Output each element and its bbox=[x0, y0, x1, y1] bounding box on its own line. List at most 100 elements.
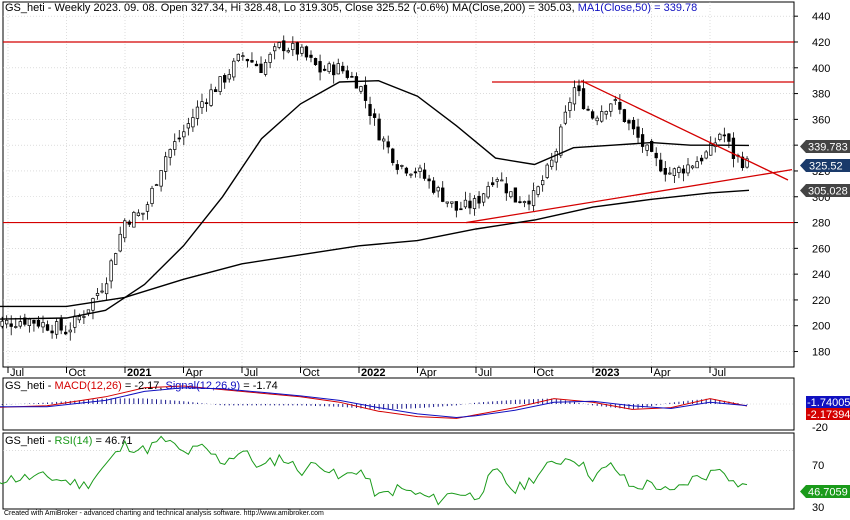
candle-body bbox=[704, 151, 708, 159]
macd-line bbox=[0, 385, 748, 419]
candle-body bbox=[313, 58, 318, 66]
time-tick-label: 2023 bbox=[595, 367, 619, 379]
signal-line bbox=[0, 387, 748, 419]
candle-body bbox=[527, 200, 531, 205]
candle-body bbox=[636, 126, 640, 138]
candle-body bbox=[332, 64, 336, 76]
candle-body bbox=[327, 63, 331, 72]
candle-body bbox=[109, 260, 113, 282]
candle-body bbox=[368, 104, 372, 117]
candle-body bbox=[568, 102, 572, 111]
candle-body bbox=[572, 87, 577, 105]
candle-body bbox=[227, 74, 231, 80]
candle-body bbox=[672, 168, 677, 176]
candle-body bbox=[400, 165, 404, 167]
candle-body bbox=[300, 46, 304, 54]
candle-body bbox=[709, 143, 713, 156]
candle-body bbox=[454, 201, 458, 211]
candle-body bbox=[145, 204, 150, 212]
close-tag-text: 325.52 bbox=[809, 161, 843, 173]
candle-body bbox=[182, 131, 186, 138]
candle-body bbox=[250, 60, 254, 63]
rsi-y-tick-70: 70 bbox=[812, 460, 824, 472]
candle-body bbox=[427, 178, 431, 182]
macd-header: GS_heti - MACD(12,26) = -2.17, Signal(12… bbox=[5, 380, 278, 392]
candle-body bbox=[118, 233, 122, 252]
candle-body bbox=[341, 65, 345, 72]
candle-body bbox=[677, 167, 681, 173]
ma200-value-tag: 305.028 bbox=[800, 184, 850, 198]
ascending-trendline bbox=[466, 169, 793, 224]
candle-body bbox=[168, 149, 172, 158]
candle-body bbox=[745, 158, 749, 168]
candle-body bbox=[27, 318, 32, 326]
candle-body bbox=[622, 109, 627, 123]
time-tick-label: Apr bbox=[186, 367, 203, 379]
candle-body bbox=[23, 317, 27, 325]
price-candles bbox=[0, 35, 749, 341]
rsi-panel-frame bbox=[2, 432, 795, 510]
price-y-tick: 260 bbox=[812, 243, 830, 255]
candle-body bbox=[0, 320, 4, 327]
candle-body bbox=[618, 101, 622, 110]
candle-body bbox=[486, 186, 490, 198]
candle-body bbox=[150, 187, 154, 204]
rsi-panel: GS_heti - RSI(14) = 46.71 70 30 46.7059 bbox=[0, 432, 850, 514]
candle-body bbox=[640, 134, 645, 147]
price-header: GS_heti - Weekly 2023. 09. 08. Open 327.… bbox=[5, 2, 697, 14]
candle-body bbox=[491, 182, 495, 186]
candle-body bbox=[377, 118, 381, 141]
rsi-value-tag: 46.7059 bbox=[800, 485, 850, 499]
candle-body bbox=[604, 111, 608, 115]
candle-body bbox=[191, 117, 195, 128]
candle-body bbox=[236, 53, 240, 61]
candle-body bbox=[695, 161, 699, 169]
time-tick-label: 2022 bbox=[361, 367, 385, 379]
candle-body bbox=[5, 319, 9, 325]
rsi-y-tick-30: 30 bbox=[812, 502, 824, 514]
candle-body bbox=[391, 148, 395, 163]
candle-body bbox=[504, 183, 508, 194]
candle-body bbox=[295, 42, 300, 55]
candle-body bbox=[586, 108, 590, 111]
candle-body bbox=[686, 164, 690, 174]
candle-body bbox=[382, 138, 386, 142]
candle-body bbox=[322, 68, 327, 71]
candle-body bbox=[354, 76, 359, 89]
macd-y-tick: -20 bbox=[812, 422, 828, 434]
trendlines bbox=[466, 80, 793, 224]
candle-body bbox=[395, 164, 399, 170]
candle-body bbox=[372, 113, 377, 118]
candle-body bbox=[545, 164, 549, 178]
time-tick-label: Oct bbox=[303, 367, 320, 379]
candle-body bbox=[36, 319, 41, 327]
candle-body bbox=[463, 199, 468, 208]
price-grid bbox=[3, 2, 794, 367]
footer-credit: Created with AmiBroker - advanced charti… bbox=[4, 510, 324, 517]
close-value-tag: 325.52 bbox=[800, 159, 850, 173]
candle-body bbox=[173, 141, 177, 150]
candle-body bbox=[422, 169, 427, 179]
candle-body bbox=[104, 283, 109, 295]
price-y-tick: 280 bbox=[812, 218, 830, 230]
rsi-line bbox=[0, 435, 748, 506]
candle-body bbox=[200, 101, 204, 108]
candle-body bbox=[436, 187, 440, 192]
candle-body bbox=[631, 119, 636, 130]
price-y-axis: 1802002202402602803003203403603804004204… bbox=[794, 11, 830, 359]
candle-body bbox=[241, 55, 245, 58]
time-tick-label: Apr bbox=[654, 367, 671, 379]
candle-body bbox=[650, 140, 654, 152]
candle-body bbox=[468, 200, 472, 209]
candle-body bbox=[495, 179, 499, 182]
candle-body bbox=[82, 316, 86, 318]
candle-body bbox=[45, 324, 50, 331]
candle-body bbox=[41, 322, 45, 328]
price-panel: 1802002202402602803003203403603804004204… bbox=[0, 1, 850, 368]
candle-body bbox=[472, 198, 477, 209]
candle-body bbox=[681, 168, 686, 174]
candle-body bbox=[223, 75, 227, 83]
candle-body bbox=[509, 191, 513, 198]
candle-body bbox=[282, 40, 286, 52]
candle-body bbox=[127, 221, 131, 225]
